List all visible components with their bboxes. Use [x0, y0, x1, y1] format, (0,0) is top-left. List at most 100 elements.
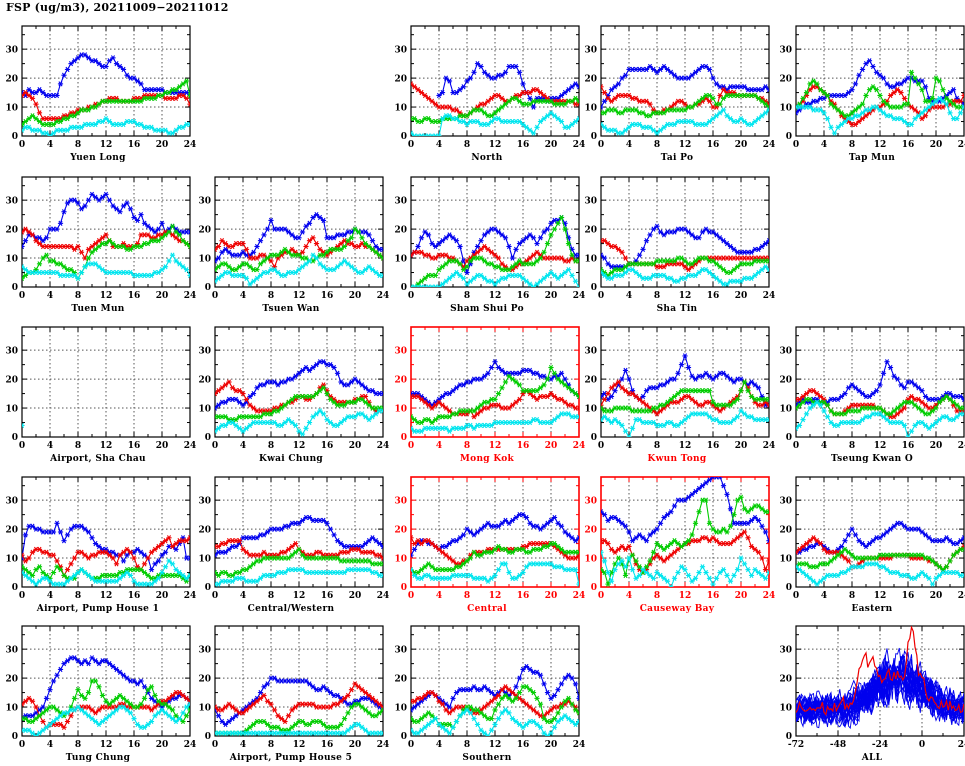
x-tick-label: 16	[128, 291, 141, 301]
x-tick-label: 16	[902, 140, 915, 150]
x-tick-label: 20	[930, 140, 943, 150]
panel-title-sha-tin: Sha Tin	[579, 304, 775, 314]
x-tick-label: 0	[408, 591, 414, 601]
y-tick-label: 30	[584, 196, 597, 206]
y-tick-label: 0	[205, 283, 211, 293]
y-tick-label: 10	[584, 103, 597, 113]
y-tick-label: 10	[394, 254, 407, 264]
y-tick-label: 10	[198, 554, 211, 564]
x-tick-label: 24	[958, 441, 965, 451]
y-tick-label: 20	[198, 674, 211, 684]
panel-title-mong-kok: Mong Kok	[389, 454, 585, 464]
x-tick-label: 0	[598, 140, 604, 150]
y-tick-label: 30	[5, 196, 18, 206]
x-tick-label: 0	[408, 291, 414, 301]
x-tick-label: 12	[293, 740, 306, 750]
x-tick-label: 8	[654, 591, 660, 601]
y-tick-label: 20	[198, 225, 211, 235]
x-tick-label: 16	[128, 740, 141, 750]
x-tick-label: 24	[377, 591, 389, 601]
x-tick-label: 16	[707, 441, 720, 451]
y-tick-label: 20	[394, 375, 407, 385]
x-tick-label: -48	[830, 740, 846, 750]
panel-title-tap-mun: Tap Mun	[774, 153, 965, 163]
panel-title-central-western: Central/Western	[193, 604, 389, 614]
y-tick-label: 30	[394, 45, 407, 55]
y-tick-label: 30	[394, 645, 407, 655]
y-tick-label: 10	[198, 703, 211, 713]
y-tick-label: 30	[779, 645, 792, 655]
y-tick-label: 10	[779, 703, 792, 713]
panel-title-sham-shui-po: Sham Shui Po	[389, 304, 585, 314]
x-tick-label: 20	[735, 591, 748, 601]
x-tick-label: 16	[128, 441, 141, 451]
x-tick-label: 20	[545, 740, 558, 750]
x-tick-label: 4	[436, 740, 442, 750]
x-tick-label: 4	[821, 591, 827, 601]
panel-title-tai-po: Tai Po	[579, 153, 775, 163]
y-tick-label: 20	[779, 525, 792, 535]
x-tick-label: 16	[321, 591, 334, 601]
x-tick-label: 12	[293, 441, 306, 451]
x-tick-label: 20	[735, 291, 748, 301]
x-tick-label: 4	[47, 740, 53, 750]
x-tick-label: -24	[872, 740, 888, 750]
y-tick-label: 30	[198, 645, 211, 655]
x-tick-label: 8	[268, 441, 274, 451]
x-tick-label: 20	[156, 140, 169, 150]
x-tick-label: 12	[293, 291, 306, 301]
x-tick-label: 4	[240, 441, 246, 451]
y-tick-label: 0	[591, 283, 597, 293]
panel-all: -72-48-240240102030ALL	[774, 622, 965, 766]
y-tick-label: 20	[394, 525, 407, 535]
page-title: FSP (ug/m3), 20211009−20211012	[6, 1, 229, 14]
x-tick-label: 20	[930, 441, 943, 451]
plot-all: -72-48-240240102030	[774, 622, 965, 766]
x-tick-label: 20	[545, 140, 558, 150]
x-tick-label: 4	[436, 441, 442, 451]
y-tick-label: 10	[5, 554, 18, 564]
x-tick-label: 16	[517, 140, 530, 150]
x-tick-label: 0	[19, 591, 25, 601]
x-tick-label: 12	[679, 140, 692, 150]
x-tick-label: 0	[919, 740, 925, 750]
panel-tseung-kwan-o: 048121620240102030Tseung Kwan O	[774, 323, 965, 467]
y-tick-label: 30	[584, 496, 597, 506]
x-tick-label: 8	[654, 291, 660, 301]
y-tick-label: 20	[779, 74, 792, 84]
panel-title-yuen-long: Yuen Long	[0, 153, 196, 163]
y-tick-label: 0	[786, 433, 792, 443]
x-tick-label: 8	[268, 591, 274, 601]
y-tick-label: 0	[591, 132, 597, 142]
y-tick-label: 0	[12, 732, 18, 742]
x-tick-label: 4	[821, 441, 827, 451]
x-tick-label: 12	[489, 591, 502, 601]
y-tick-label: 30	[5, 45, 18, 55]
x-tick-label: 4	[47, 291, 53, 301]
y-tick-label: 20	[198, 525, 211, 535]
x-tick-label: 0	[408, 441, 414, 451]
x-tick-label: 16	[517, 291, 530, 301]
x-tick-label: 20	[735, 140, 748, 150]
y-tick-label: 20	[5, 74, 18, 84]
y-tick-label: 20	[394, 74, 407, 84]
y-tick-label: 30	[779, 496, 792, 506]
x-tick-label: 12	[293, 591, 306, 601]
x-tick-label: 8	[268, 740, 274, 750]
